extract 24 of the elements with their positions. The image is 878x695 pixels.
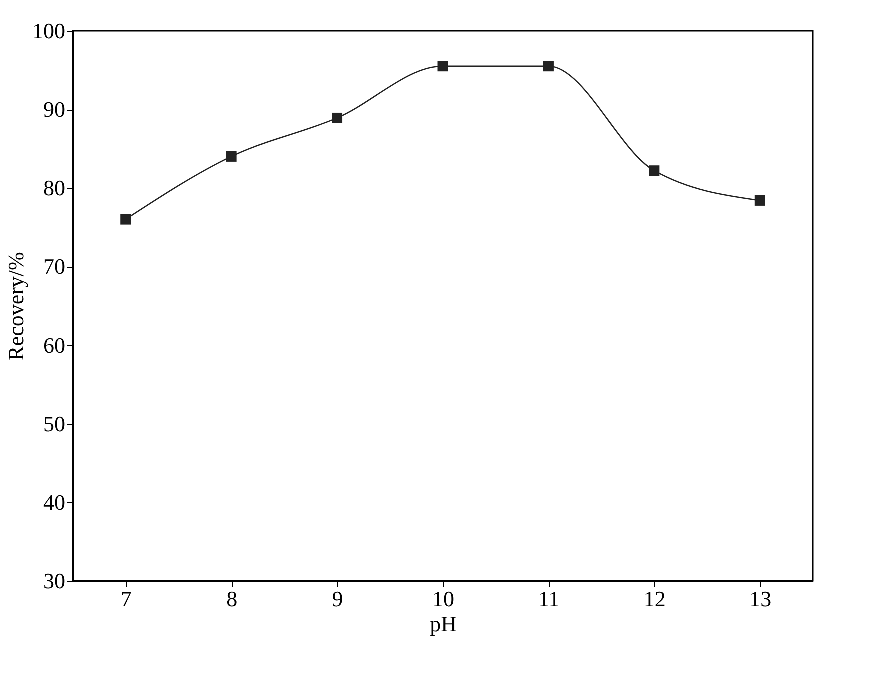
x-tick-label: 13 bbox=[750, 586, 772, 612]
y-tick-label: 90 bbox=[44, 97, 66, 122]
y-tick-label: 30 bbox=[44, 568, 66, 594]
x-tick-label: 9 bbox=[332, 586, 344, 612]
y-tick-label: 80 bbox=[44, 176, 66, 201]
point bbox=[543, 61, 554, 72]
point bbox=[226, 151, 237, 162]
point bbox=[754, 195, 766, 206]
x-tick-label: 8 bbox=[226, 586, 238, 612]
y-tick-label: 70 bbox=[44, 254, 66, 280]
x-tick-label: 10 bbox=[432, 586, 454, 612]
y-tick-label: 60 bbox=[44, 332, 66, 358]
x-tick-label: 7 bbox=[120, 586, 132, 612]
y-tick-label: 40 bbox=[44, 490, 66, 515]
point bbox=[332, 112, 343, 124]
point bbox=[649, 166, 660, 176]
x-axis-title: pH bbox=[430, 612, 458, 636]
y-axis-title: Recovery/% bbox=[4, 252, 28, 361]
y-tick-label: 100 bbox=[32, 18, 66, 44]
point bbox=[438, 61, 448, 72]
y-tick-label: 50 bbox=[44, 411, 66, 436]
point bbox=[120, 214, 132, 225]
x-tick-label: 12 bbox=[644, 586, 666, 612]
x-tick-label: 11 bbox=[538, 586, 560, 612]
